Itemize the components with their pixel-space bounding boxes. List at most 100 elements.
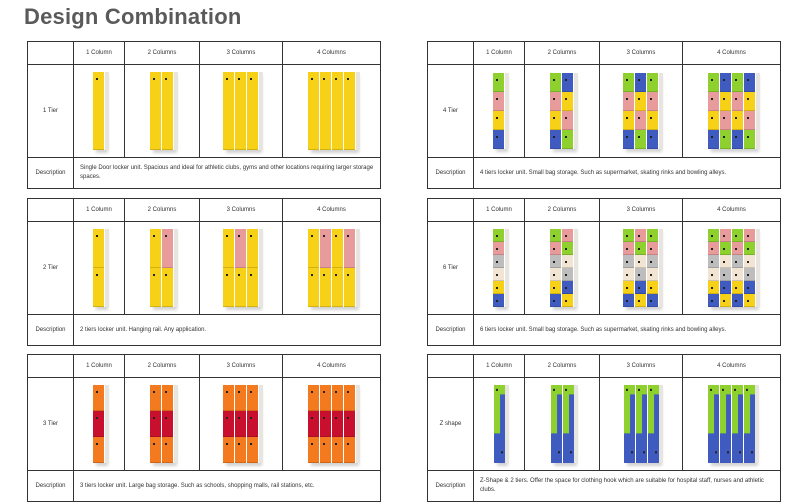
locker-door	[493, 281, 504, 294]
locker-door	[235, 72, 246, 150]
locker-door	[307, 385, 319, 411]
locker-image-cell	[124, 221, 200, 315]
locker-door	[623, 268, 634, 281]
locker-illustration	[307, 72, 360, 150]
tier-label: 6 Tier	[427, 221, 474, 315]
locker-lock	[625, 388, 628, 391]
locker-door	[223, 72, 234, 150]
column-header: 1 Column	[473, 198, 525, 222]
locker-illustration	[223, 385, 263, 463]
locker-door	[550, 73, 561, 92]
locker-column	[247, 72, 258, 150]
header-corner-cell	[27, 354, 74, 378]
locker-lock	[637, 388, 640, 391]
locker-column	[731, 229, 743, 307]
locker-door	[550, 92, 561, 111]
z-door-green	[550, 385, 562, 434]
design-table: 1 Column 2 Columns 3 Columns 4 Columns Z sha…	[427, 354, 781, 502]
locker-side-panel	[505, 73, 509, 149]
locker-lock	[751, 451, 753, 454]
locker-column	[562, 73, 573, 149]
locker-column	[719, 229, 731, 307]
z-door-green	[562, 385, 574, 434]
locker-door	[743, 111, 755, 130]
locker-side-panel	[505, 229, 509, 307]
locker-door	[623, 294, 634, 307]
locker-door	[743, 130, 755, 149]
locker-door	[707, 130, 719, 149]
z-door-green	[744, 385, 755, 434]
locker-door	[635, 281, 646, 294]
locker-door	[223, 385, 234, 411]
locker-image-cell	[73, 221, 125, 315]
locker-lock	[746, 388, 748, 391]
locker-side-panel	[659, 73, 663, 149]
locker-column	[235, 72, 246, 150]
locker-side-panel	[659, 229, 663, 307]
column-header: 3 Columns	[199, 41, 283, 65]
z-locker-column	[493, 385, 505, 463]
description-text: Single Door locker unit. Spacious and id…	[73, 157, 381, 189]
locker-illustration	[93, 72, 109, 150]
header-corner-cell	[27, 198, 74, 222]
locker-column	[162, 385, 173, 463]
locker-door	[550, 229, 561, 242]
locker-image-cell	[599, 377, 683, 471]
locker-door	[707, 111, 719, 130]
locker-door	[319, 437, 331, 463]
locker-column	[319, 72, 331, 150]
locker-side-panel	[355, 229, 360, 307]
locker-door	[223, 411, 234, 437]
locker-image-cell	[682, 221, 781, 315]
locker-door	[719, 242, 731, 255]
locker-door	[343, 72, 355, 150]
locker-column	[331, 72, 343, 150]
locker-door	[235, 411, 246, 437]
locker-door	[743, 268, 755, 281]
locker-door	[719, 268, 731, 281]
locker-door	[635, 294, 646, 307]
locker-door	[343, 229, 355, 268]
locker-column	[647, 229, 658, 307]
locker-illustration	[150, 229, 178, 307]
locker-column	[743, 73, 755, 149]
locker-door	[331, 437, 343, 463]
locker-door	[550, 242, 561, 255]
locker-illustration	[550, 385, 578, 463]
locker-column	[319, 385, 331, 463]
locker-door	[719, 281, 731, 294]
column-header: 4 Columns	[682, 198, 781, 222]
locker-door	[150, 229, 161, 268]
locker-side-panel	[658, 385, 663, 463]
locker-illustration	[150, 385, 178, 463]
column-header: 4 Columns	[282, 41, 381, 65]
locker-door	[162, 72, 173, 150]
locker-door	[162, 385, 173, 411]
locker-door	[647, 111, 658, 130]
locker-door	[331, 385, 343, 411]
column-header: 4 Columns	[282, 198, 381, 222]
locker-lock	[722, 388, 724, 391]
locker-door	[623, 130, 634, 149]
locker-column	[307, 72, 319, 150]
locker-door	[307, 229, 319, 268]
locker-door	[162, 411, 173, 437]
locker-door	[150, 437, 161, 463]
locker-column	[743, 229, 755, 307]
locker-door	[343, 268, 355, 307]
locker-illustration	[493, 385, 509, 463]
locker-column	[331, 385, 343, 463]
locker-column	[493, 73, 504, 149]
locker-lock	[569, 451, 572, 454]
locker-door	[635, 242, 646, 255]
locker-column	[343, 72, 355, 150]
locker-column	[223, 229, 234, 307]
locker-door	[647, 130, 658, 149]
locker-door	[493, 268, 504, 281]
locker-door	[562, 111, 573, 130]
locker-column	[623, 73, 634, 149]
locker-door	[635, 255, 646, 268]
locker-column	[247, 229, 258, 307]
locker-column	[235, 229, 246, 307]
locker-side-panel	[573, 385, 578, 463]
